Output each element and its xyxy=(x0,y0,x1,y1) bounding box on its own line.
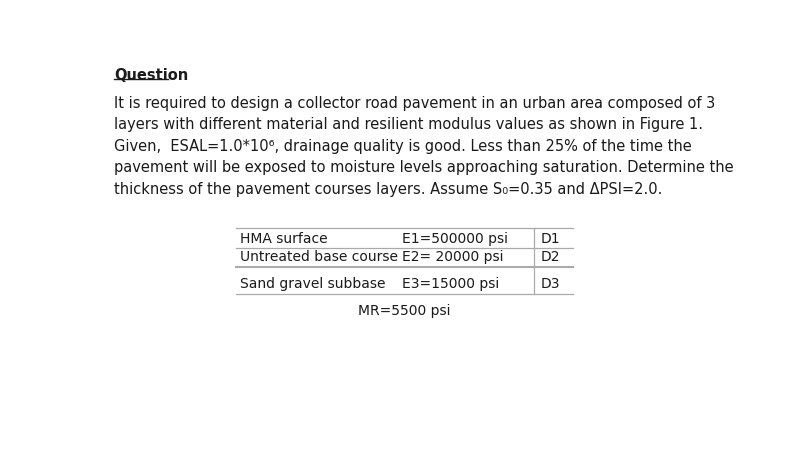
Text: E1=500000 psi: E1=500000 psi xyxy=(402,232,508,246)
Text: HMA surface: HMA surface xyxy=(239,232,327,246)
Text: Sand gravel subbase: Sand gravel subbase xyxy=(239,277,385,290)
Text: D2: D2 xyxy=(540,250,560,264)
Text: E3=15000 psi: E3=15000 psi xyxy=(402,277,499,290)
Text: thickness of the pavement courses layers. Assume S₀=0.35 and ΔPSI=2.0.: thickness of the pavement courses layers… xyxy=(114,182,662,197)
Text: Untreated base course: Untreated base course xyxy=(239,250,398,264)
Text: pavement will be exposed to moisture levels approaching saturation. Determine th: pavement will be exposed to moisture lev… xyxy=(114,160,734,175)
Text: D3: D3 xyxy=(540,277,560,290)
Text: layers with different material and resilient modulus values as shown in Figure 1: layers with different material and resil… xyxy=(114,117,703,132)
Text: Question: Question xyxy=(114,68,188,83)
Text: E2= 20000 psi: E2= 20000 psi xyxy=(402,250,504,264)
Text: MR=5500 psi: MR=5500 psi xyxy=(358,304,450,317)
Text: It is required to design a collector road pavement in an urban area composed of : It is required to design a collector roa… xyxy=(114,96,715,110)
Text: Given,  ESAL=1.0*10⁶, drainage quality is good. Less than 25% of the time the: Given, ESAL=1.0*10⁶, drainage quality is… xyxy=(114,139,692,154)
Text: D1: D1 xyxy=(540,232,560,246)
